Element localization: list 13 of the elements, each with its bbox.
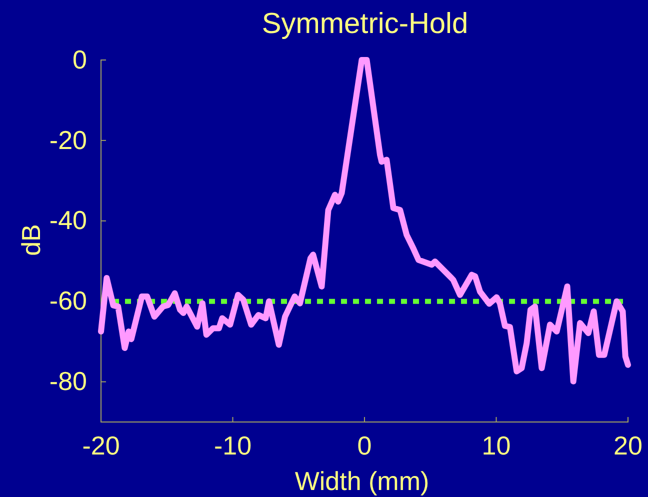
- x-tick-label: -20: [82, 430, 120, 460]
- y-tick-label: -20: [49, 124, 87, 155]
- x-tick-label: 20: [614, 430, 642, 460]
- y-tick-label: 0: [72, 44, 87, 74]
- chart-title: Symmetric-Hold: [262, 8, 468, 40]
- x-tick-label: -10: [214, 430, 252, 460]
- x-axis-title: Width (mm): [294, 466, 430, 496]
- y-tick-label: -80: [49, 366, 87, 396]
- y-axis-title: dB: [16, 224, 46, 256]
- y-tick-label: -60: [49, 286, 87, 316]
- y-tick-label: -40: [49, 205, 87, 236]
- x-tick-label: 10: [482, 430, 511, 460]
- x-tick-label: 0: [357, 430, 372, 460]
